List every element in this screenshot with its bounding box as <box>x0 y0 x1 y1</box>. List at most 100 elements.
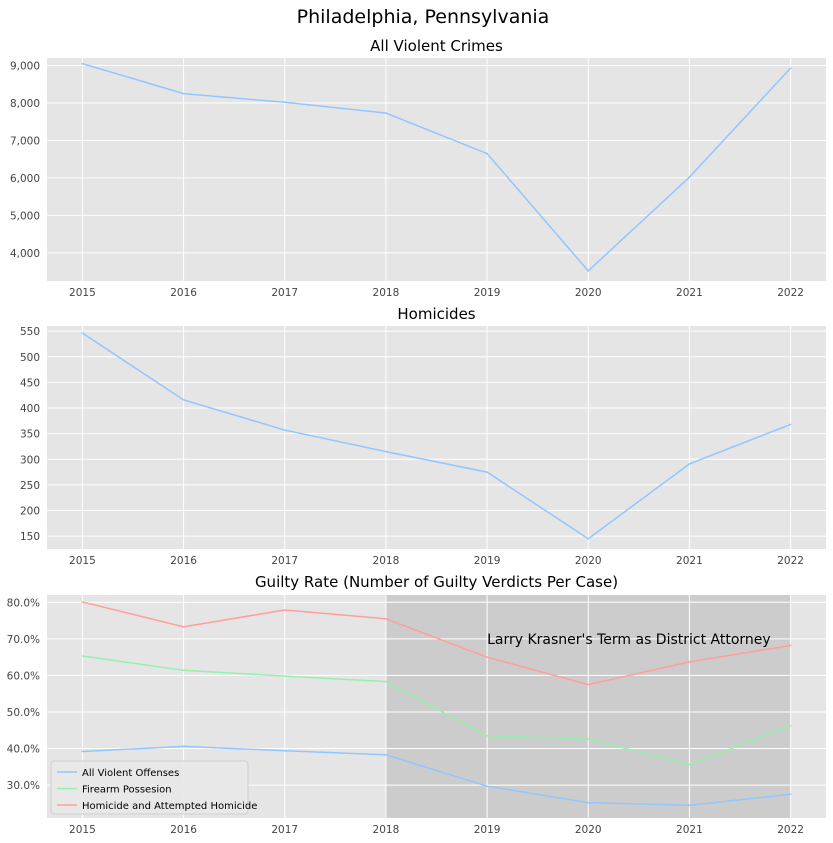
data-point <box>283 675 286 677</box>
y-tick-label: 4,000 <box>10 248 40 260</box>
data-point <box>486 734 488 737</box>
chart-panel-2: 2015 2016 2017 2018 2019 2020 2021 2022 150 200 25… <box>20 305 826 567</box>
data-point <box>486 656 488 658</box>
x-tick-label: 2021 <box>676 555 703 567</box>
y-tick-label: 70.0% <box>7 634 40 646</box>
legend-entry: Firearm Possesion <box>82 785 172 796</box>
series-line-1 <box>81 332 791 540</box>
x-tick-label: 2016 <box>170 555 197 567</box>
y-tick-label: 450 <box>20 377 40 389</box>
y-tick-label: 50.0% <box>7 707 40 719</box>
data-point <box>789 725 792 727</box>
x-tick-label: 2017 <box>271 287 298 299</box>
data-point <box>385 753 387 756</box>
y-tick-label: 550 <box>20 326 40 338</box>
x-tick-label: 2022 <box>777 824 804 836</box>
data-point <box>688 463 691 465</box>
y-tick-label: 150 <box>20 531 40 543</box>
data-point <box>81 332 84 334</box>
y-tick-label: 30.0% <box>7 780 40 792</box>
panel-title: Homicides <box>397 305 475 323</box>
annotation-text: Larry Krasner's Term as District Attorne… <box>487 632 771 648</box>
data-point <box>486 471 488 473</box>
x-tick-label: 2022 <box>777 287 804 299</box>
x-tick-label: 2021 <box>676 824 703 836</box>
data-point <box>81 655 84 657</box>
data-point <box>688 763 691 766</box>
data-point <box>182 745 185 748</box>
data-point <box>81 601 84 603</box>
data-point <box>81 62 84 65</box>
panel-title: Guilty Rate (Number of Guilty Verdicts P… <box>255 573 618 591</box>
y-tick-label: 500 <box>20 352 40 364</box>
series-line-2 <box>82 655 791 766</box>
chart-panel-1: 2015 2016 2017 2018 2019 2020 2021 2022 4,000 5,0… <box>10 37 826 299</box>
chart-panels: 2015 2016 2017 2018 2019 2020 2021 2022 4,000 5,0… <box>7 37 826 836</box>
x-tick-label: 2018 <box>373 824 400 836</box>
series-line-1 <box>82 62 792 272</box>
x-tick-label: 2016 <box>170 824 197 836</box>
data-point <box>587 801 590 804</box>
x-tick-label: 2022 <box>777 555 804 567</box>
plot-background <box>47 326 826 549</box>
x-tick-label: 2020 <box>575 555 602 567</box>
data-point <box>283 429 286 431</box>
data-point <box>385 680 387 683</box>
data-point <box>385 112 387 114</box>
x-tick-label: 2015 <box>69 287 96 299</box>
legend-entry: All Violent Offenses <box>82 768 179 779</box>
x-tick-label: 2019 <box>474 555 501 567</box>
data-point <box>587 683 590 686</box>
chart-panel-3: 2015 2016 2017 2018 2019 2020 2021 2022 30.0% 40.… <box>7 573 826 836</box>
y-tick-label: 300 <box>20 454 40 466</box>
x-tick-label: 2019 <box>474 824 501 836</box>
data-point <box>283 609 286 611</box>
legend-box <box>50 760 249 815</box>
y-tick-label: 250 <box>20 480 40 492</box>
data-point <box>587 537 590 540</box>
x-tick-label: 2015 <box>69 555 96 567</box>
x-tick-label: 2020 <box>575 824 602 836</box>
x-tick-label: 2021 <box>676 287 703 299</box>
y-tick-label: 60.0% <box>7 670 40 682</box>
x-tick-label: 2020 <box>575 287 602 299</box>
data-point <box>789 793 792 796</box>
y-tick-label: 6,000 <box>10 173 40 185</box>
data-point <box>789 644 792 647</box>
x-tick-label: 2015 <box>69 824 96 836</box>
data-point <box>587 270 590 272</box>
y-tick-label: 8,000 <box>10 98 40 110</box>
legend: All Violent Offenses Firearm Possesion Hom… <box>50 760 257 815</box>
x-tick-label: 2018 <box>373 287 400 299</box>
y-tick-label: 9,000 <box>10 60 40 72</box>
data-point <box>486 152 488 155</box>
y-tick-label: 7,000 <box>10 135 40 147</box>
series-line-1 <box>82 745 791 806</box>
y-tick-label: 80.0% <box>7 597 40 609</box>
data-point <box>789 67 792 69</box>
figure-title: Philadelphia, Pennsylvania <box>297 6 550 28</box>
data-point <box>688 661 691 663</box>
x-tick-label: 2016 <box>170 287 197 299</box>
plot-background <box>47 58 826 281</box>
data-point <box>486 785 488 787</box>
data-point <box>81 750 84 753</box>
data-point <box>688 176 691 178</box>
y-tick-label: 5,000 <box>10 210 40 222</box>
y-tick-label: 40.0% <box>7 744 40 756</box>
x-tick-label: 2018 <box>373 555 400 567</box>
y-tick-label: 350 <box>20 429 40 441</box>
series-line-3 <box>82 601 791 686</box>
data-point <box>182 399 185 401</box>
x-tick-label: 2017 <box>271 555 298 567</box>
y-tick-label: 400 <box>20 403 40 415</box>
legend-entry: Homicide and Attempted Homicide <box>82 801 257 812</box>
data-point <box>283 749 286 752</box>
data-point <box>385 450 387 453</box>
data-point <box>688 804 691 807</box>
x-tick-label: 2019 <box>474 287 501 299</box>
data-point <box>385 617 387 620</box>
data-point <box>182 92 185 95</box>
y-tick-label: 200 <box>20 506 40 518</box>
